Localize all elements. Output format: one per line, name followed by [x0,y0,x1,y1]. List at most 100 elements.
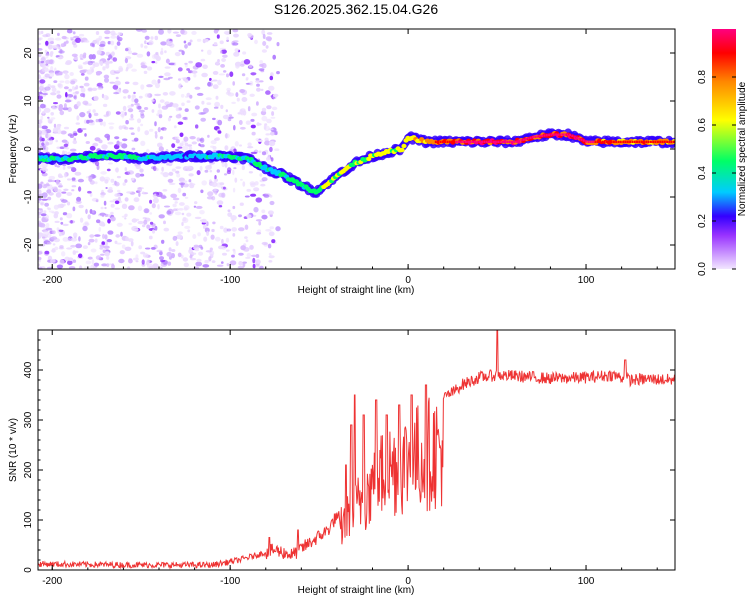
spectrogram-ridge-core [437,140,440,143]
spectrogram-speckle [212,146,217,150]
spectrogram-speckle [53,123,57,128]
spectrogram-speckle [206,196,214,200]
snr-panel: -200 -100 0 100 0 100 200 300 400 Height of str… [8,329,676,596]
spectrogram-speckle [198,251,204,256]
spectrogram-speckle [64,61,72,66]
spectrogram-speckle [158,75,164,78]
spectrogram-ridge-core [488,140,490,143]
spectrogram-speckle [60,221,64,225]
spectrogram-speckle [255,259,261,265]
spectrogram-ridge-core [476,140,479,143]
spectrogram-speckle [88,123,95,126]
spectrogram-ridge-core [594,140,597,143]
spectrogram-speckle [85,141,91,144]
spectrogram-speckle [255,254,260,258]
spectrogram-y-tick-label: 20 [23,47,34,59]
spectrogram-speckle [47,138,52,141]
spectrogram-speckle [268,255,275,259]
spectrogram-speckle [90,60,95,64]
spectrogram-speckle [184,108,189,112]
spectrogram-ridge-core [492,140,495,143]
spectrogram-speckle [140,65,148,69]
spectrogram-speckle [109,263,112,266]
spectrogram-speckle [208,164,212,168]
spectrogram-speckle [120,231,123,237]
spectrogram-speckle [95,31,100,35]
spectrogram-speckle [110,211,114,215]
spectrogram-speckle [59,110,65,116]
spectrogram-ridge-core [645,140,648,143]
spectrogram-ridge-core [494,140,497,143]
spectrogram-speckle [269,131,275,136]
spectrogram-speckle [109,126,114,130]
spectrogram-speckle [161,166,164,172]
spectrogram-speckle [50,92,57,96]
spectrogram-speckle [245,78,249,81]
spectrogram-speckle [213,188,217,194]
spectrogram-speckle [253,187,260,192]
spectrogram-speckle [65,40,69,44]
spectrogram-speckle [227,167,232,172]
spectrogram-speckle [84,133,87,137]
spectrogram-speckle [261,107,267,112]
spectrogram-speckle [138,109,145,113]
spectrogram-speckle [261,177,268,182]
spectrogram-speckle [196,137,201,142]
spectrogram-speckle [148,40,154,46]
spectrogram-speckle [256,101,259,106]
snr-x-ticks: -200 -100 0 100 [42,330,658,587]
spectrogram-speckle [89,66,94,70]
spectrogram-speckle [38,183,43,189]
spectrogram-speckle [167,117,171,122]
spectrogram-speckle [241,89,248,96]
spectrogram-ridge-core [569,133,571,137]
spectrogram-speckle [66,29,73,34]
spectrogram-speckle [240,108,246,113]
spectrogram-speckle [238,261,243,266]
spectrogram-speckle [265,133,271,136]
spectrogram-speckle [101,144,108,150]
spectrogram-speckle [62,237,69,242]
spectrogram-speckle [261,214,268,220]
spectrogram-speckle [156,249,163,253]
spectrogram-speckle [242,181,246,187]
spectrogram-speckle [195,261,203,267]
spectrogram-speckle [186,68,191,71]
spectrogram-speckle [81,40,84,43]
colorbar-label: Normalized spectral amplitude [737,81,748,216]
spectrogram-speckle [183,40,187,44]
spectrogram-speckle [38,70,41,73]
spectrogram-speckle [248,64,253,68]
spectrogram-speckle [109,81,115,84]
spectrogram-speckle [194,216,202,220]
spectrogram-speckle [180,29,185,35]
spectrogram-speckle [47,116,50,119]
spectrogram-speckle [178,208,184,211]
spectrogram-speckle [269,226,275,230]
spectrogram-speckle [53,80,58,83]
spectrogram-speckle [93,95,99,101]
spectrogram-ridge [38,128,675,198]
spectrogram-speckle [265,229,272,232]
spectrogram-speckle [50,66,54,72]
spectrogram-speckle [261,115,268,122]
spectrogram-speckle [195,124,199,129]
spectrogram-speckle [215,182,223,188]
spectrogram-speckle [169,115,173,118]
spectrogram-speckle [266,32,273,35]
spectrogram-speckle [189,39,193,43]
spectrogram-speckle [56,227,60,231]
spectrogram-speckle [238,214,242,218]
spectrogram-speckle [191,30,197,35]
spectrogram-speckle [72,140,78,145]
spectrogram-speckle [268,231,275,237]
spectrogram-speckle [221,192,226,198]
spectrogram-speckle [114,168,119,172]
spectrogram-speckle [154,121,157,127]
spectrogram-speckle [62,212,68,216]
spectrogram-ridge-core [543,134,546,137]
spectrogram-speckle [99,43,106,47]
spectrogram-speckle [181,212,185,216]
spectrogram-speckle [268,85,275,91]
spectrogram-speckle [168,247,172,252]
